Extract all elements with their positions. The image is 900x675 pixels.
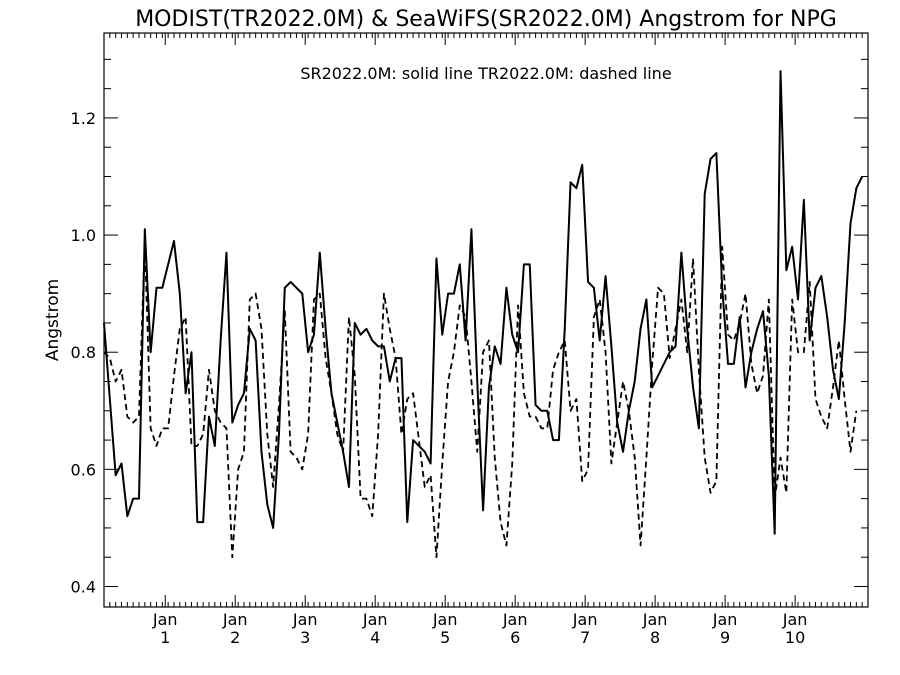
y-tick-label: 0.8: [71, 343, 96, 362]
x-tick-label-year: 9: [720, 628, 730, 647]
x-tick-label-year: 10: [785, 628, 805, 647]
x-tick-label-year: 1: [160, 628, 170, 647]
x-tick-label-year: 8: [650, 628, 660, 647]
line-style-annotation: SR2022.0M: solid line TR2022.0M: dashed …: [300, 64, 671, 83]
x-tick-label-year: 5: [440, 628, 450, 647]
x-tick-label-year: 6: [510, 628, 520, 647]
x-tick-label-month: Jan: [782, 610, 808, 629]
x-tick-label-year: 4: [370, 628, 380, 647]
x-tick-label-month: Jan: [222, 610, 248, 629]
y-tick-label: 1.0: [71, 226, 96, 245]
x-tick-label-month: Jan: [362, 610, 388, 629]
x-tick-label-month: Jan: [572, 610, 598, 629]
y-tick-label: 0.6: [71, 460, 96, 479]
x-tick-label-year: 2: [230, 628, 240, 647]
x-tick-label-month: Jan: [642, 610, 668, 629]
series-layer: [103, 70, 864, 559]
chart-title: MODIST(TR2022.0M) & SeaWiFS(SR2022.0M) A…: [135, 7, 837, 32]
x-tick-label-month: Jan: [712, 610, 738, 629]
x-tick-label-month: Jan: [152, 610, 178, 629]
series-line-sr2022-0m: [103, 70, 864, 535]
tick-labels-layer: 0.40.60.81.01.2Jan1Jan2Jan3Jan4Jan5Jan6J…: [71, 109, 808, 647]
x-tick-label-month: Jan: [292, 610, 318, 629]
series-line-tr2022-0m: [103, 240, 858, 559]
x-tick-label-month: Jan: [432, 610, 458, 629]
y-tick-label: 0.4: [71, 578, 96, 597]
x-tick-label-year: 7: [580, 628, 590, 647]
plot-frame: [103, 32, 869, 608]
axes-layer: [104, 33, 868, 607]
x-tick-label-month: Jan: [502, 610, 528, 629]
x-tick-label-year: 3: [300, 628, 310, 647]
y-axis-label: Angstrom: [43, 279, 63, 361]
y-tick-label: 1.2: [71, 109, 96, 128]
